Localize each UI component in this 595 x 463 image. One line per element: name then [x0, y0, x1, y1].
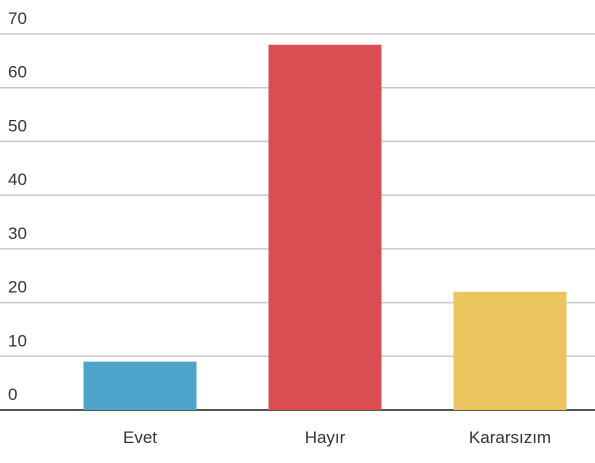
x-tick-label: Kararsızım [469, 428, 551, 447]
y-tick-label: 0 [8, 385, 17, 404]
y-tick-label: 70 [8, 9, 27, 28]
bar [268, 44, 382, 410]
x-tick-label: Evet [123, 428, 157, 447]
bar [453, 291, 567, 410]
y-tick-label: 30 [8, 224, 27, 243]
y-tick-label: 40 [8, 170, 27, 189]
y-tick-label: 50 [8, 116, 27, 135]
y-tick-label: 10 [8, 331, 27, 350]
x-tick-label: Hayır [305, 428, 346, 447]
y-tick-label: 60 [8, 63, 27, 82]
y-tick-label: 20 [8, 278, 27, 297]
bar [83, 361, 197, 410]
